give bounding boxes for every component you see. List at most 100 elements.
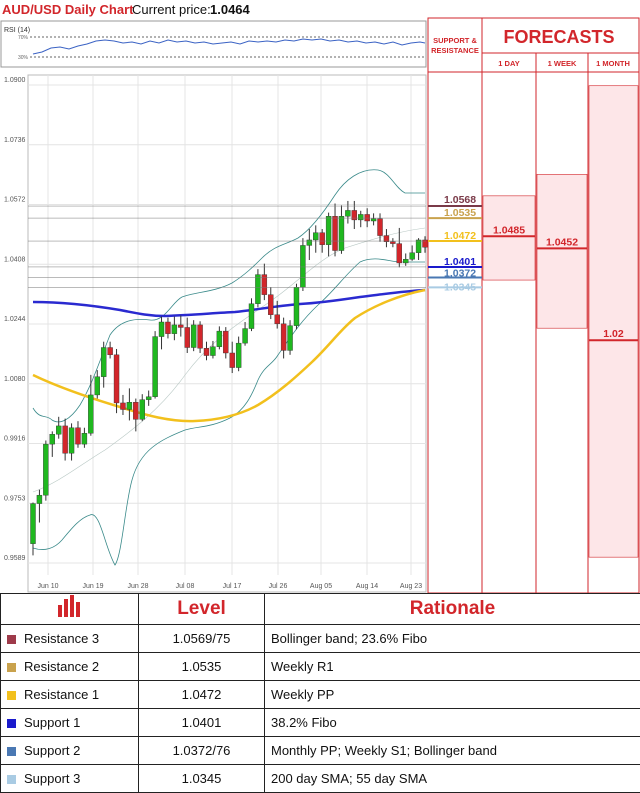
level-rationale-cell: 200 day SMA; 55 day SMA <box>265 765 640 793</box>
candle-up <box>146 397 151 400</box>
candle-up <box>416 240 421 253</box>
rationale-column-header: Rationale <box>265 594 640 625</box>
level-value-cell: 1.0401 <box>139 709 265 737</box>
candle-down <box>352 210 357 219</box>
candle-down <box>63 426 68 453</box>
x-tick-label: Aug 05 <box>310 583 332 590</box>
candle-up <box>210 347 215 356</box>
forecast-value-label: 1.0452 <box>546 236 578 248</box>
candle-up <box>249 304 254 329</box>
col-1month-header: 1 MONTH <box>596 59 630 68</box>
forecast-range-box <box>483 196 535 280</box>
candle-up <box>31 504 36 544</box>
sr-level-label: 1.0472 <box>444 230 476 242</box>
y-tick-label: 0.9916 <box>4 436 26 443</box>
forecast-value-label: 1.02 <box>603 328 624 340</box>
level-name: Support 2 <box>24 743 80 758</box>
level-color-swatch <box>7 691 16 700</box>
x-tick-label: Jun 10 <box>37 583 58 590</box>
candle-down <box>133 402 138 419</box>
candle-up <box>191 325 196 348</box>
chart-title: AUD/USD Daily Chart <box>2 2 134 17</box>
col-1day-header: 1 DAY <box>498 59 519 68</box>
level-color-swatch <box>7 719 16 728</box>
level-rationale-cell: Weekly R1 <box>265 653 640 681</box>
sr-title-line2: RESISTANCE <box>431 46 479 55</box>
candle-down <box>365 214 370 221</box>
candle-down <box>397 244 402 263</box>
forecast-value-label: 1.0485 <box>493 224 525 236</box>
candle-down <box>165 322 170 334</box>
sr-title-line1: SUPPORT & <box>433 36 477 45</box>
candle-down <box>204 348 209 355</box>
y-tick-label: 1.0244 <box>4 316 26 323</box>
candle-down <box>108 348 113 355</box>
candle-up <box>95 377 100 395</box>
candle-up <box>339 216 344 250</box>
sr-level-label: 1.0401 <box>444 256 476 268</box>
y-tick-label: 1.0408 <box>4 256 26 263</box>
level-value-cell: 1.0569/75 <box>139 625 265 653</box>
y-tick-label: 1.0736 <box>4 137 26 144</box>
y-tick-label: 1.0900 <box>4 77 26 84</box>
candle-up <box>43 444 48 495</box>
level-name: Resistance 2 <box>24 659 99 674</box>
candle-up <box>82 433 87 444</box>
level-color-swatch <box>7 775 16 784</box>
level-rationale-cell: Weekly PP <box>265 681 640 709</box>
candle-down <box>114 355 119 403</box>
y-tick-label: 1.0572 <box>4 197 26 204</box>
current-price-label: Current price: <box>132 2 211 17</box>
level-rationale-cell: Bollinger band; 23.6% Fibo <box>265 625 640 653</box>
candle-up <box>50 434 55 444</box>
candle-down <box>75 428 80 444</box>
level-name-cell: Support 1 <box>1 709 139 737</box>
x-tick-label: Aug 14 <box>356 583 378 590</box>
candle-up <box>371 219 376 221</box>
level-color-swatch <box>7 635 16 644</box>
candle-down <box>281 324 286 351</box>
y-tick-label: 0.9753 <box>4 495 26 502</box>
candle-down <box>230 353 235 368</box>
candle-down <box>198 325 203 348</box>
candle-up <box>236 343 241 367</box>
candle-down <box>378 219 383 236</box>
level-name: Support 1 <box>24 715 80 730</box>
chart-panel: AUD/USD Daily Chart Current price: 1.046… <box>0 0 640 593</box>
x-tick-label: Jul 26 <box>269 583 288 590</box>
candle-up <box>345 210 350 216</box>
candle-up <box>153 337 158 397</box>
sr-level-label: 1.0568 <box>444 194 476 206</box>
candle-up <box>159 322 164 337</box>
level-name: Resistance 1 <box>24 687 99 702</box>
candle-up <box>69 428 74 454</box>
sr-level-label: 1.0372 <box>444 268 476 280</box>
candle-up <box>255 275 260 304</box>
candle-up <box>294 287 299 325</box>
level-value-cell: 1.0472 <box>139 681 265 709</box>
x-tick-label: Jun 28 <box>127 583 148 590</box>
level-column-header: Level <box>139 594 265 625</box>
candle-up <box>217 331 222 347</box>
bar-chart-icon <box>1 594 139 625</box>
forecast-range-box <box>589 86 638 557</box>
level-name-cell: Support 2 <box>1 737 139 765</box>
candle-up <box>288 326 293 351</box>
candle-up <box>101 348 106 377</box>
col-1week-header: 1 WEEK <box>548 59 577 68</box>
candle-up <box>56 426 61 434</box>
forecast-range-box <box>537 174 587 328</box>
candle-up <box>313 233 318 240</box>
rsi-lower-label: 30% <box>18 55 29 61</box>
level-name-cell: Support 3 <box>1 765 139 793</box>
forecasts-title: FORECASTS <box>503 27 614 47</box>
level-name-cell: Resistance 2 <box>1 653 139 681</box>
candle-up <box>326 216 331 244</box>
